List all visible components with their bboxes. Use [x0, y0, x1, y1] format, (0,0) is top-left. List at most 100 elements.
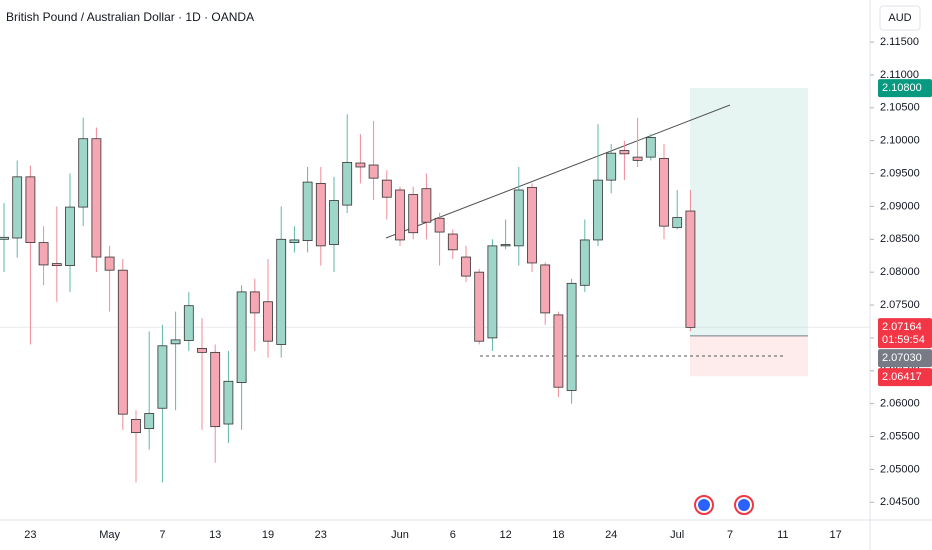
stop-zone	[690, 335, 808, 377]
candle-body	[183, 305, 194, 341]
candle-body	[645, 136, 656, 158]
candle-body	[78, 138, 89, 208]
candle-body	[342, 161, 353, 206]
candle-body	[329, 200, 339, 245]
candle-body	[606, 152, 617, 181]
candle	[65, 173, 75, 292]
candle	[25, 165, 36, 345]
x-tick-label: May	[99, 529, 120, 541]
x-tick-label: 24	[605, 529, 617, 541]
trend-line[interactable]	[385, 104, 731, 239]
candle-body	[421, 188, 432, 223]
y-tick-label: 2.07500	[880, 299, 920, 311]
x-tick-label: 6	[450, 529, 456, 541]
candle-body	[38, 242, 49, 266]
price-label-box	[878, 318, 932, 349]
x-tick-label: 13	[209, 529, 221, 541]
x-tick-label: 7	[159, 529, 165, 541]
x-tick-label: 17	[829, 529, 841, 541]
candle-body	[659, 158, 669, 227]
candle	[104, 245, 115, 312]
candle-body	[25, 176, 36, 243]
candle	[223, 351, 234, 444]
y-tick-label: 2.11500	[880, 36, 919, 48]
candle-body	[170, 339, 181, 345]
candle-body	[487, 245, 498, 339]
candle-body	[12, 176, 23, 239]
price-label: 2.07030	[882, 352, 922, 364]
price-label: 2.06417	[882, 371, 922, 383]
candle	[474, 268, 485, 345]
candle	[421, 173, 432, 240]
event-flag[interactable]	[694, 495, 714, 515]
candle-body	[632, 156, 643, 161]
candle	[12, 160, 23, 258]
candle-body	[144, 413, 155, 430]
price-label: 2.10800	[882, 82, 922, 94]
event-flag[interactable]	[734, 495, 754, 515]
candle	[487, 239, 498, 352]
price-label-box	[878, 79, 932, 98]
y-tick-label: 2.11000	[880, 69, 919, 81]
candle	[0, 203, 9, 273]
candle	[315, 166, 326, 266]
candle	[197, 318, 207, 430]
candle-body	[131, 419, 141, 433]
candle-body	[157, 345, 168, 409]
candle-body	[210, 351, 221, 428]
candle-body	[289, 239, 300, 243]
candle	[593, 124, 603, 246]
candle	[645, 134, 656, 161]
candle-body	[540, 264, 551, 314]
x-tick-label: 23	[315, 529, 327, 541]
candle-body	[249, 291, 260, 314]
countdown-label: 01:59:54	[882, 334, 925, 346]
candle	[566, 278, 577, 404]
candle-body	[223, 380, 234, 425]
candle-body	[579, 239, 590, 286]
candle	[659, 143, 669, 240]
price-label: 2.07164	[882, 321, 922, 333]
candle	[263, 259, 273, 358]
candle	[685, 189, 696, 332]
currency-label[interactable]: AUD	[888, 12, 911, 24]
candle-body	[513, 189, 524, 247]
candle	[672, 189, 683, 230]
candle	[408, 186, 419, 240]
candle	[276, 206, 287, 358]
candle	[447, 229, 458, 260]
candle-body	[566, 282, 577, 391]
candle-body	[263, 301, 273, 342]
candle-body	[593, 179, 603, 241]
candle-body	[434, 217, 445, 233]
candle-body	[553, 314, 564, 388]
candle-body	[368, 164, 379, 179]
candle	[500, 219, 511, 250]
price-label-box	[878, 368, 932, 387]
candle-body	[381, 179, 392, 198]
candle-body	[65, 206, 75, 266]
candle	[249, 278, 260, 352]
candle	[579, 219, 590, 292]
candle-body	[302, 181, 313, 242]
x-tick-label: Jul	[670, 529, 684, 541]
candle	[606, 143, 617, 194]
candle	[157, 324, 168, 483]
candle-body	[447, 233, 458, 251]
candle-body	[236, 291, 247, 384]
target-zone	[690, 88, 808, 336]
y-tick-label: 2.08000	[880, 266, 920, 278]
y-tick-label: 2.09500	[880, 167, 920, 179]
candle-body	[315, 183, 326, 247]
currency-box[interactable]	[879, 5, 921, 31]
candle	[329, 176, 339, 273]
candle	[183, 291, 194, 352]
y-tick-label: 2.09000	[880, 200, 920, 212]
candle-body	[527, 186, 537, 264]
x-tick-label: 19	[262, 529, 274, 541]
candle	[632, 117, 643, 167]
y-tick-label: 2.08500	[880, 233, 920, 245]
y-tick-label: 2.06000	[880, 398, 920, 410]
candle-body	[0, 236, 9, 240]
